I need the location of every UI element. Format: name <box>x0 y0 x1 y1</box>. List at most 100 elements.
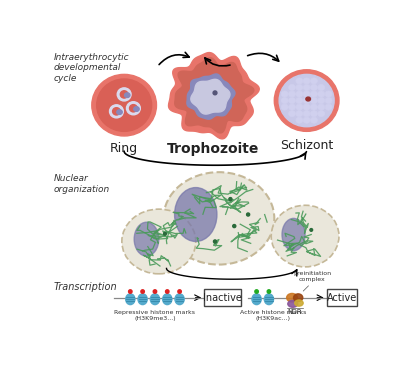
Ellipse shape <box>310 84 318 91</box>
Ellipse shape <box>310 104 318 110</box>
Ellipse shape <box>150 294 160 305</box>
Text: Trophozoite: Trophozoite <box>166 142 259 156</box>
Ellipse shape <box>303 84 310 91</box>
Text: Active histone marks
(H3K9ac...): Active histone marks (H3K9ac...) <box>240 310 306 321</box>
Ellipse shape <box>214 240 216 243</box>
Ellipse shape <box>318 84 325 91</box>
Polygon shape <box>168 53 259 139</box>
Ellipse shape <box>296 111 303 117</box>
Ellipse shape <box>296 91 303 97</box>
Ellipse shape <box>288 111 296 117</box>
Ellipse shape <box>296 97 303 104</box>
Text: preinitiation
complex: preinitiation complex <box>293 271 331 282</box>
Ellipse shape <box>229 197 232 201</box>
Text: repressive
cluster: repressive cluster <box>193 194 232 213</box>
FancyBboxPatch shape <box>204 289 241 306</box>
Ellipse shape <box>122 209 196 274</box>
Text: Schizont: Schizont <box>280 139 333 152</box>
Ellipse shape <box>271 205 339 267</box>
Ellipse shape <box>128 290 132 293</box>
Ellipse shape <box>117 88 131 101</box>
Polygon shape <box>175 58 254 133</box>
Ellipse shape <box>178 290 181 293</box>
Text: Ring: Ring <box>110 142 138 155</box>
Ellipse shape <box>138 294 147 305</box>
Ellipse shape <box>213 91 217 95</box>
Ellipse shape <box>303 78 310 84</box>
Ellipse shape <box>303 117 310 123</box>
Ellipse shape <box>166 290 169 293</box>
Ellipse shape <box>294 294 303 302</box>
Ellipse shape <box>134 107 139 111</box>
Ellipse shape <box>264 294 274 305</box>
Ellipse shape <box>318 91 325 97</box>
Ellipse shape <box>267 290 271 293</box>
Ellipse shape <box>163 294 172 305</box>
Ellipse shape <box>296 78 303 84</box>
Ellipse shape <box>310 111 318 117</box>
Ellipse shape <box>130 105 137 112</box>
Ellipse shape <box>126 102 140 115</box>
Ellipse shape <box>281 91 288 97</box>
Ellipse shape <box>303 97 310 104</box>
Text: centromeres: centromeres <box>155 245 203 254</box>
Ellipse shape <box>282 218 305 251</box>
Ellipse shape <box>113 108 120 115</box>
Ellipse shape <box>175 294 184 305</box>
Ellipse shape <box>134 222 159 256</box>
Text: telomeres: telomeres <box>126 228 165 237</box>
Text: Repressive histone marks
(H3K9me3...): Repressive histone marks (H3K9me3...) <box>114 310 196 321</box>
Ellipse shape <box>120 91 128 98</box>
Ellipse shape <box>287 293 297 302</box>
Ellipse shape <box>310 97 318 104</box>
Ellipse shape <box>141 290 144 293</box>
Ellipse shape <box>281 97 288 104</box>
Ellipse shape <box>174 188 217 241</box>
Text: Active: Active <box>327 293 357 303</box>
Ellipse shape <box>164 172 274 265</box>
Ellipse shape <box>153 290 157 293</box>
Ellipse shape <box>274 70 339 131</box>
Ellipse shape <box>318 104 325 110</box>
Polygon shape <box>187 74 235 119</box>
Ellipse shape <box>303 104 310 110</box>
Text: Transcription: Transcription <box>53 282 117 291</box>
Ellipse shape <box>288 300 298 307</box>
Ellipse shape <box>306 97 310 101</box>
Ellipse shape <box>97 79 152 131</box>
Ellipse shape <box>325 104 332 110</box>
Ellipse shape <box>288 84 296 91</box>
Text: Nuclear
organization: Nuclear organization <box>53 174 110 194</box>
Ellipse shape <box>92 74 156 136</box>
Ellipse shape <box>310 78 318 84</box>
Ellipse shape <box>246 213 250 216</box>
Ellipse shape <box>164 232 166 235</box>
Ellipse shape <box>296 84 303 91</box>
Text: Intraerythrocytic
developmental
cycle: Intraerythrocytic developmental cycle <box>53 53 129 83</box>
Ellipse shape <box>288 104 296 110</box>
Ellipse shape <box>117 110 122 114</box>
Ellipse shape <box>295 300 303 306</box>
Ellipse shape <box>233 224 236 227</box>
Ellipse shape <box>288 97 296 104</box>
Polygon shape <box>191 79 230 114</box>
Ellipse shape <box>310 117 318 123</box>
Ellipse shape <box>303 91 310 97</box>
Ellipse shape <box>310 91 318 97</box>
Ellipse shape <box>110 105 123 118</box>
Ellipse shape <box>325 91 332 97</box>
Ellipse shape <box>255 290 258 293</box>
Ellipse shape <box>281 104 288 110</box>
Ellipse shape <box>310 229 313 231</box>
Ellipse shape <box>296 117 303 123</box>
Ellipse shape <box>279 74 334 127</box>
Text: NDR: NDR <box>288 309 302 315</box>
Ellipse shape <box>288 91 296 97</box>
Ellipse shape <box>318 97 325 104</box>
Ellipse shape <box>126 294 135 305</box>
Ellipse shape <box>296 104 303 110</box>
Ellipse shape <box>325 97 332 104</box>
Ellipse shape <box>303 111 310 117</box>
Ellipse shape <box>124 93 130 97</box>
FancyBboxPatch shape <box>327 289 358 306</box>
